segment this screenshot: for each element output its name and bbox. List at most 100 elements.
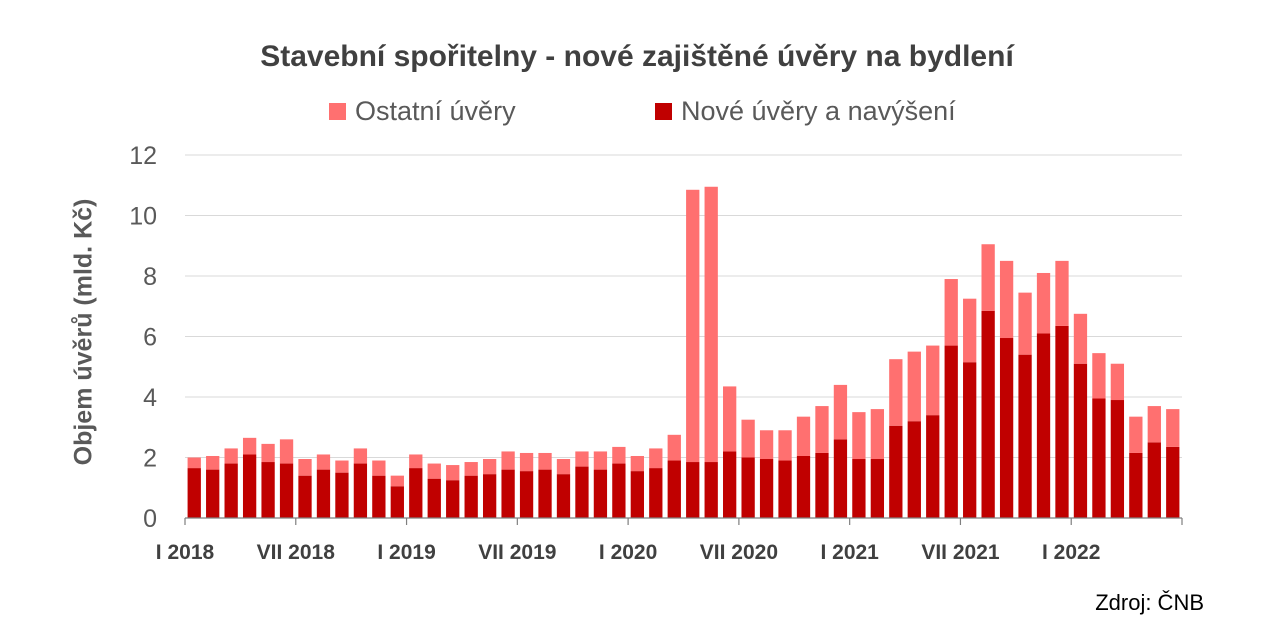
bar-new-loans [815,452,829,518]
bar-other-loans [316,454,331,470]
axes [184,517,1183,525]
bar-new-loans [1055,325,1069,518]
y-tick-label: 4 [143,384,157,412]
bar-other-loans [261,443,275,463]
x-tick-label: VII 2018 [257,541,336,564]
bar-new-loans [279,463,294,518]
bar-new-loans [298,475,312,518]
bar-new-loans [538,469,552,518]
bar-new-loans [926,415,940,518]
bar-new-loans [482,474,497,518]
bar-other-loans [1055,260,1069,326]
legend-swatch-new [655,103,672,120]
bar-new-loans [944,345,958,518]
gridlines [185,154,1182,458]
bar-other-loans [575,451,589,467]
x-tick-label: I 2021 [820,541,879,564]
bar-other-loans [538,452,552,470]
bar-new-loans [446,480,460,518]
y-tick-label: 8 [143,263,157,291]
bar-other-loans [464,462,478,476]
x-tick-label: VII 2020 [700,541,778,564]
bar-new-loans [852,459,866,518]
y-tick-label: 6 [143,324,157,352]
bar-other-loans [372,460,386,476]
y-tick-label: 0 [143,505,157,533]
bar-other-loans [593,451,608,470]
bar-new-loans [575,466,589,518]
bar-other-loans [667,434,681,461]
bar-other-loans [556,459,571,475]
bar-other-loans [944,279,958,346]
bar-new-loans [1166,446,1180,518]
bar-other-loans [889,359,903,426]
x-tick-label: VII 2019 [478,541,556,564]
bar-new-loans [612,463,626,518]
bar-new-loans [519,471,534,518]
bar-other-loans [1129,416,1143,453]
bar-other-loans [741,419,755,458]
bar-new-loans [224,463,238,518]
y-tick-labels: 0 2 4 6 8 10 12 [129,142,157,533]
bar-new-loans [999,338,1014,518]
bar-other-loans [815,406,829,453]
legend-swatch-other [329,103,346,120]
bar-other-loans [1073,313,1088,364]
bar-other-loans [649,448,663,469]
y-tick-label: 2 [143,445,157,473]
bar-other-loans [1092,353,1106,399]
bar-new-loans [889,425,903,518]
bar-other-loans [224,448,238,464]
legend-label-other: Ostatní úvěry [355,96,516,126]
bar-new-loans [1036,333,1051,518]
bar-new-loans [261,462,275,518]
bar-other-loans [519,452,534,472]
bar-other-loans [926,345,940,416]
y-tick-label: 10 [129,203,157,231]
bar-new-loans [833,439,848,518]
bar-new-loans [353,463,368,518]
y-tick-label: 12 [129,142,157,170]
bar-other-loans [963,298,977,363]
bar-new-loans [963,362,977,518]
bar-other-loans [852,412,866,460]
bar-other-loans [778,430,792,461]
bar-other-loans [999,260,1014,339]
bar-new-loans [649,468,663,518]
bar-other-loans [630,455,644,472]
bar-other-loans [612,446,626,464]
bar-new-loans [316,469,331,518]
bar-other-loans [206,455,220,470]
bar-new-loans [686,462,700,518]
bar-new-loans [1073,363,1088,518]
bar-new-loans [723,451,737,518]
bar-other-loans [446,465,460,481]
bar-new-loans [335,472,349,518]
bar-new-loans [501,469,515,518]
bar-new-loans [427,478,441,518]
legend-item-new: Nové úvěry a navýšení [655,96,956,127]
bar-new-loans [206,469,220,518]
bars [187,186,1180,518]
bar-other-loans [187,457,201,469]
x-tick-label: I 2019 [377,541,435,564]
bar-other-loans [390,475,404,487]
bar-new-loans [1147,442,1161,518]
bar-other-loans [1166,409,1180,447]
bar-other-loans [242,437,257,455]
bar-new-loans [907,421,921,518]
bar-new-loans [409,468,423,518]
bar-new-loans [464,475,478,518]
bar-other-loans [1018,292,1032,355]
bar-new-loans [187,468,201,518]
bar-other-loans [686,189,700,463]
bar-new-loans [390,486,404,518]
bar-other-loans [796,416,811,456]
bar-new-loans [593,469,608,518]
x-tick-labels: I 2018 VII 2018 I 2019 VII 2019 I 2020 VII 20… [156,541,1101,564]
bar-new-loans [741,457,755,518]
bar-new-loans [556,474,571,518]
chart-legend: Ostatní úvěry Nové úvěry a navýšení [0,96,1274,132]
bar-other-loans [482,459,497,475]
bar-other-loans [298,459,312,476]
